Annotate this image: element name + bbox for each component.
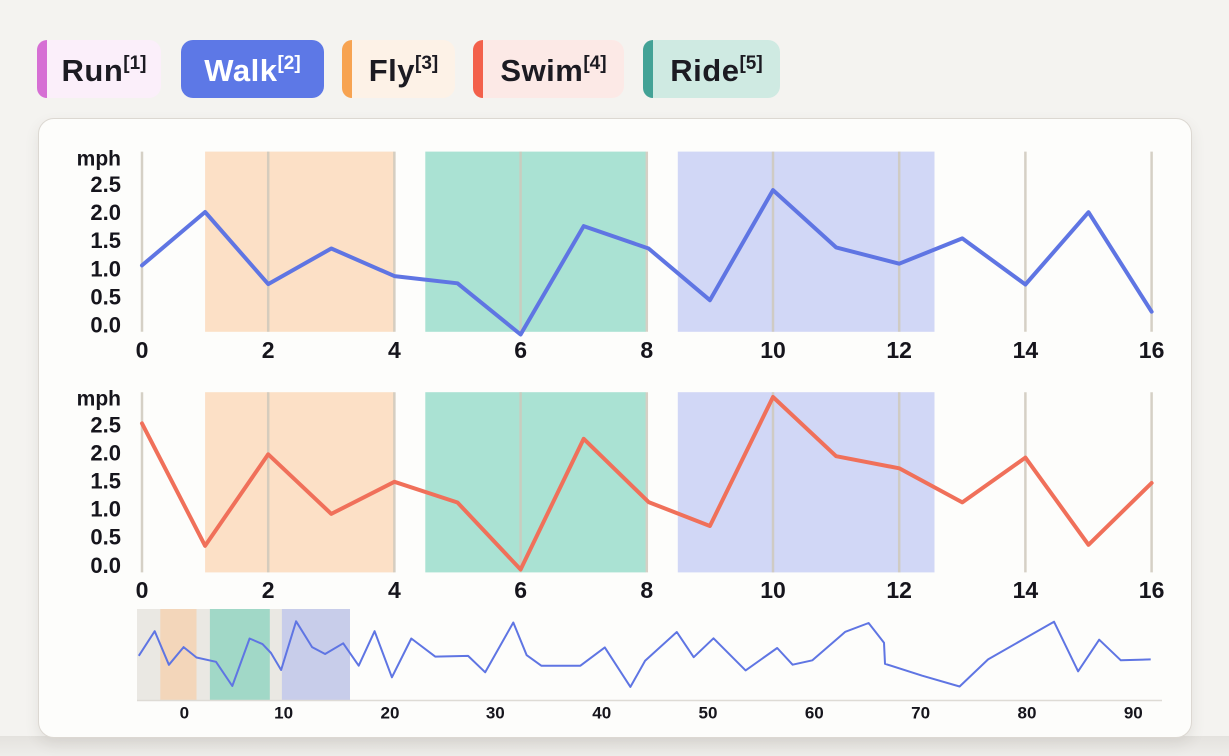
svg-text:70: 70 [911, 704, 930, 723]
svg-text:6: 6 [514, 337, 527, 363]
svg-text:0.5: 0.5 [90, 525, 121, 550]
svg-text:1.5: 1.5 [90, 228, 121, 253]
svg-text:40: 40 [592, 704, 611, 723]
svg-text:8: 8 [640, 577, 653, 603]
svg-text:14: 14 [1013, 577, 1039, 603]
svg-text:30: 30 [486, 704, 505, 723]
svg-text:90: 90 [1124, 704, 1143, 723]
svg-text:4: 4 [388, 337, 401, 363]
svg-text:80: 80 [1018, 704, 1037, 723]
svg-text:2: 2 [262, 577, 275, 603]
svg-text:2.5: 2.5 [90, 172, 121, 197]
svg-text:10: 10 [274, 704, 293, 723]
svg-text:10: 10 [760, 337, 786, 363]
svg-text:6: 6 [514, 577, 527, 603]
svg-text:1.0: 1.0 [90, 256, 121, 281]
svg-text:16: 16 [1139, 337, 1165, 363]
svg-text:0.0: 0.0 [90, 312, 121, 337]
svg-text:0: 0 [180, 704, 189, 723]
svg-text:2.0: 2.0 [90, 441, 121, 466]
svg-text:12: 12 [886, 337, 912, 363]
svg-text:60: 60 [805, 704, 824, 723]
svg-text:0: 0 [136, 577, 149, 603]
svg-text:16: 16 [1139, 577, 1165, 603]
svg-text:20: 20 [381, 704, 400, 723]
svg-text:2.5: 2.5 [90, 413, 121, 438]
svg-text:2: 2 [262, 337, 275, 363]
svg-text:50: 50 [699, 704, 718, 723]
svg-text:mph: mph [77, 388, 121, 411]
svg-text:0: 0 [136, 337, 149, 363]
svg-text:12: 12 [886, 577, 912, 603]
svg-text:10: 10 [760, 577, 786, 603]
svg-text:0.0: 0.0 [90, 553, 121, 578]
svg-text:1.5: 1.5 [90, 469, 121, 494]
svg-text:14: 14 [1013, 337, 1039, 363]
svg-text:4: 4 [388, 577, 401, 603]
svg-text:2.0: 2.0 [90, 200, 121, 225]
svg-text:1.0: 1.0 [90, 497, 121, 522]
svg-text:8: 8 [640, 337, 653, 363]
svg-text:0.5: 0.5 [90, 284, 121, 309]
svg-text:mph: mph [77, 148, 121, 171]
